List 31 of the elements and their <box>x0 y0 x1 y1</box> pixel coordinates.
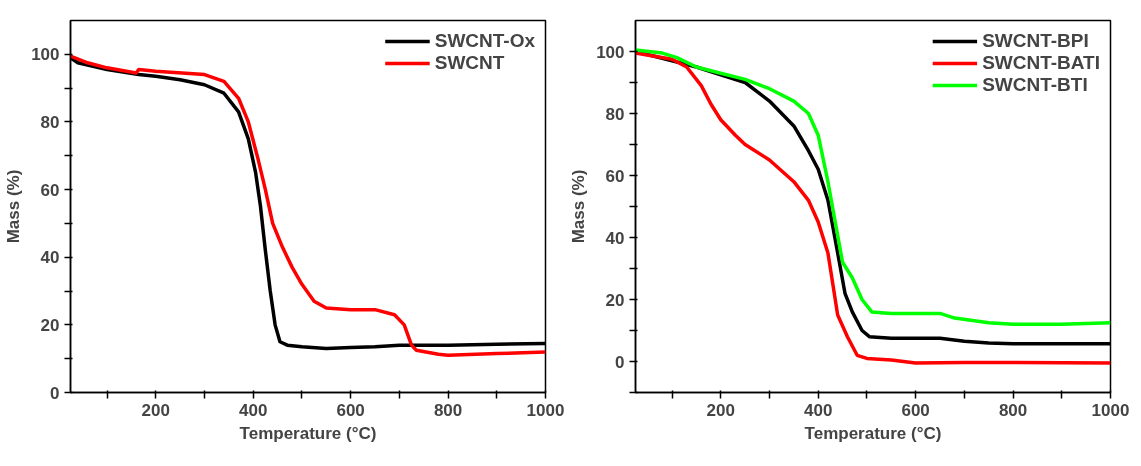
legend-label: SWCNT-BATI <box>982 52 1100 74</box>
legend-label: SWCNT-BPI <box>982 30 1089 52</box>
y-axis-title: Mass (%) <box>569 169 589 244</box>
y-tick-label: 80 <box>40 112 60 132</box>
legend-label: SWCNT-BTI <box>982 74 1088 96</box>
y-tick-label: 60 <box>40 180 60 200</box>
y-tick-label: 40 <box>605 228 625 248</box>
x-tick-label: 1000 <box>1091 400 1130 420</box>
x-tick-label: 600 <box>901 400 930 420</box>
y-tick-label: 20 <box>605 290 625 310</box>
y-tick-label: 0 <box>50 383 60 403</box>
legend-label: SWCNT <box>434 52 505 74</box>
y-axis-title: Mass (%) <box>4 169 24 244</box>
x-tick-label: 400 <box>239 400 268 420</box>
legend-label: SWCNT-Ox <box>434 30 535 52</box>
x-tick-label: 600 <box>336 400 365 420</box>
x-tick-label: 800 <box>433 400 463 420</box>
x-axis-title: Temperature (°C) <box>804 423 942 443</box>
x-tick-label: 200 <box>706 400 735 420</box>
x-tick-label: 200 <box>141 400 170 420</box>
y-tick-label: 100 <box>31 45 60 65</box>
x-tick-label: 800 <box>998 400 1028 420</box>
y-tick-label: 100 <box>596 42 625 62</box>
x-axis-title: Temperature (°C) <box>239 423 377 443</box>
x-tick-label: 1000 <box>526 400 565 420</box>
y-tick-label: 0 <box>615 352 625 372</box>
y-tick-label: 60 <box>605 166 625 186</box>
x-tick-label: 400 <box>804 400 833 420</box>
y-tick-label: 20 <box>40 315 60 335</box>
y-tick-label: 80 <box>605 104 625 124</box>
y-tick-label: 40 <box>40 248 60 268</box>
